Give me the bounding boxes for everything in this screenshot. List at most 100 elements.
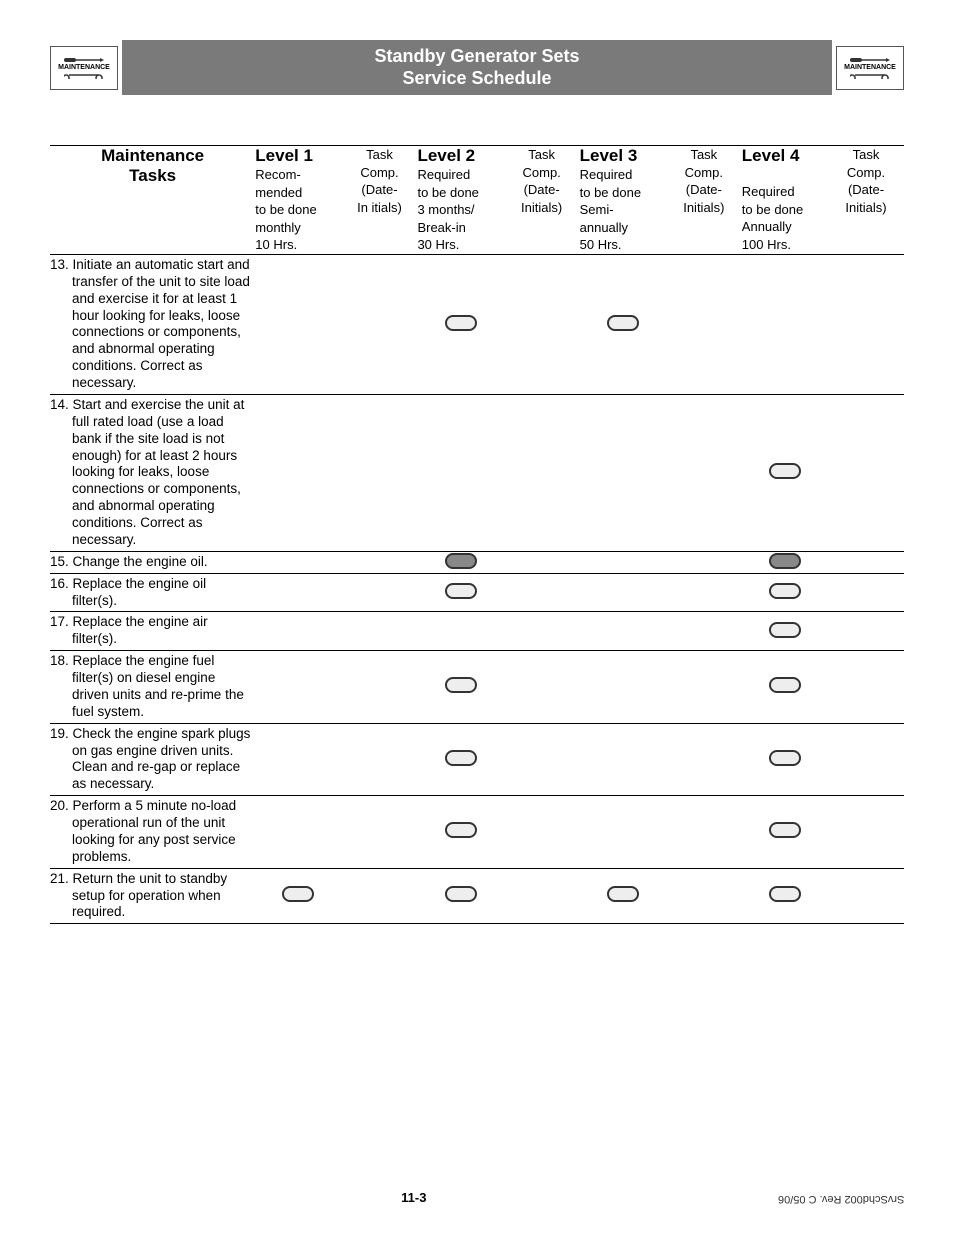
oval-icon <box>445 315 477 331</box>
comp-l4 <box>828 573 904 612</box>
mark-l4 <box>742 394 828 551</box>
table-row: 13. Initiate an automatic start and tran… <box>50 254 904 394</box>
comp-l2 <box>504 796 580 869</box>
table-row: 18. Replace the engine fuel filter(s) on… <box>50 651 904 724</box>
comp-l2 <box>504 573 580 612</box>
mark-l4 <box>742 796 828 869</box>
task-cell: 20. Perform a 5 minute no-load operation… <box>50 796 255 869</box>
col-level3-sub: Requiredto be doneSemi-annually50 Hrs. <box>580 166 666 254</box>
mark-l2 <box>417 723 503 796</box>
comp-l2 <box>504 254 580 394</box>
mark-l1 <box>255 612 341 651</box>
mark-l3 <box>580 723 666 796</box>
mark-l1 <box>255 551 341 573</box>
table-row: 21. Return the unit to standby setup for… <box>50 868 904 924</box>
table-row: 20. Perform a 5 minute no-load operation… <box>50 796 904 869</box>
mark-l2 <box>417 573 503 612</box>
oval-icon <box>445 583 477 599</box>
mark-l3 <box>580 573 666 612</box>
schedule-table: Maintenance Tasks Level 1 Recom-mendedto… <box>50 145 904 924</box>
col-level1: Level 1 Recom-mendedto be donemonthly10 … <box>255 146 341 255</box>
oval-icon <box>769 750 801 766</box>
mark-l4 <box>742 551 828 573</box>
comp-l4 <box>828 394 904 551</box>
comp-l3 <box>666 573 742 612</box>
oval-icon <box>445 822 477 838</box>
task-cell: 15. Change the engine oil. <box>50 551 255 573</box>
title-line-1: Standby Generator Sets <box>122 46 832 68</box>
page-header: MAINTENANCE Standby Generator Sets Servi… <box>50 40 904 95</box>
mark-l3 <box>580 551 666 573</box>
mark-l3 <box>580 868 666 924</box>
comp-l4 <box>828 551 904 573</box>
col-level2-sub: Requiredto be done3 months/Break-in30 Hr… <box>417 166 503 254</box>
table-row: 15. Change the engine oil. <box>50 551 904 573</box>
oval-icon <box>282 886 314 902</box>
comp-l4 <box>828 651 904 724</box>
comp-l1 <box>342 796 418 869</box>
comp-l2 <box>504 723 580 796</box>
comp-l3 <box>666 612 742 651</box>
mark-l2 <box>417 551 503 573</box>
comp-l4 <box>828 612 904 651</box>
mark-l3 <box>580 394 666 551</box>
comp-l3 <box>666 723 742 796</box>
comp-l1 <box>342 551 418 573</box>
mark-l1 <box>255 573 341 612</box>
comp-l1 <box>342 723 418 796</box>
col-level1-sub: Recom-mendedto be donemonthly10 Hrs. <box>255 166 341 254</box>
oval-icon <box>769 622 801 638</box>
comp-l2 <box>504 612 580 651</box>
badge-label: MAINTENANCE <box>844 64 896 71</box>
table-row: 17. Replace the engine air filter(s). <box>50 612 904 651</box>
wrench-icon <box>64 71 104 79</box>
oval-icon <box>445 750 477 766</box>
mark-l3 <box>580 612 666 651</box>
task-cell: 14. Start and exercise the unit at full … <box>50 394 255 551</box>
comp-l2 <box>504 394 580 551</box>
oval-icon <box>445 677 477 693</box>
page-number: 11-3 <box>401 1190 426 1205</box>
mark-l1 <box>255 868 341 924</box>
col-comp2-sub: TaskComp.(Date-Initials) <box>504 146 580 216</box>
table-row: 16. Replace the engine oil filter(s). <box>50 573 904 612</box>
task-cell: 13. Initiate an automatic start and tran… <box>50 254 255 394</box>
comp-l4 <box>828 796 904 869</box>
wrench-icon <box>850 71 890 79</box>
oval-icon <box>607 886 639 902</box>
col-level4-sub: Requiredto be doneAnnually100 Hrs. <box>742 183 828 253</box>
mark-l1 <box>255 254 341 394</box>
col-level3: Level 3 Requiredto be doneSemi-annually5… <box>580 146 666 255</box>
oval-icon <box>769 822 801 838</box>
comp-l3 <box>666 394 742 551</box>
mark-l4 <box>742 868 828 924</box>
oval-icon <box>769 463 801 479</box>
comp-l1 <box>342 868 418 924</box>
table-header-row: Maintenance Tasks Level 1 Recom-mendedto… <box>50 146 904 255</box>
mark-l4 <box>742 612 828 651</box>
mark-l3 <box>580 651 666 724</box>
col-comp2: TaskComp.(Date-Initials) <box>504 146 580 255</box>
mark-l2 <box>417 868 503 924</box>
title-line-2: Service Schedule <box>122 68 832 90</box>
table-row: 14. Start and exercise the unit at full … <box>50 394 904 551</box>
oval-icon <box>769 886 801 902</box>
table-body: 13. Initiate an automatic start and tran… <box>50 254 904 923</box>
badge-label: MAINTENANCE <box>58 64 110 71</box>
col-comp3: TaskComp.(Date-Initials) <box>666 146 742 255</box>
col-comp1: TaskComp.(Date-In itials) <box>342 146 418 255</box>
comp-l4 <box>828 723 904 796</box>
comp-l4 <box>828 868 904 924</box>
comp-l3 <box>666 551 742 573</box>
mark-l2 <box>417 651 503 724</box>
maintenance-badge-left: MAINTENANCE <box>50 46 118 90</box>
comp-l2 <box>504 551 580 573</box>
col-comp3-sub: TaskComp.(Date-Initials) <box>666 146 742 216</box>
mark-l2 <box>417 394 503 551</box>
task-cell: 16. Replace the engine oil filter(s). <box>50 573 255 612</box>
task-cell: 21. Return the unit to standby setup for… <box>50 868 255 924</box>
task-cell: 17. Replace the engine air filter(s). <box>50 612 255 651</box>
mark-l4 <box>742 651 828 724</box>
mark-l1 <box>255 394 341 551</box>
comp-l3 <box>666 796 742 869</box>
